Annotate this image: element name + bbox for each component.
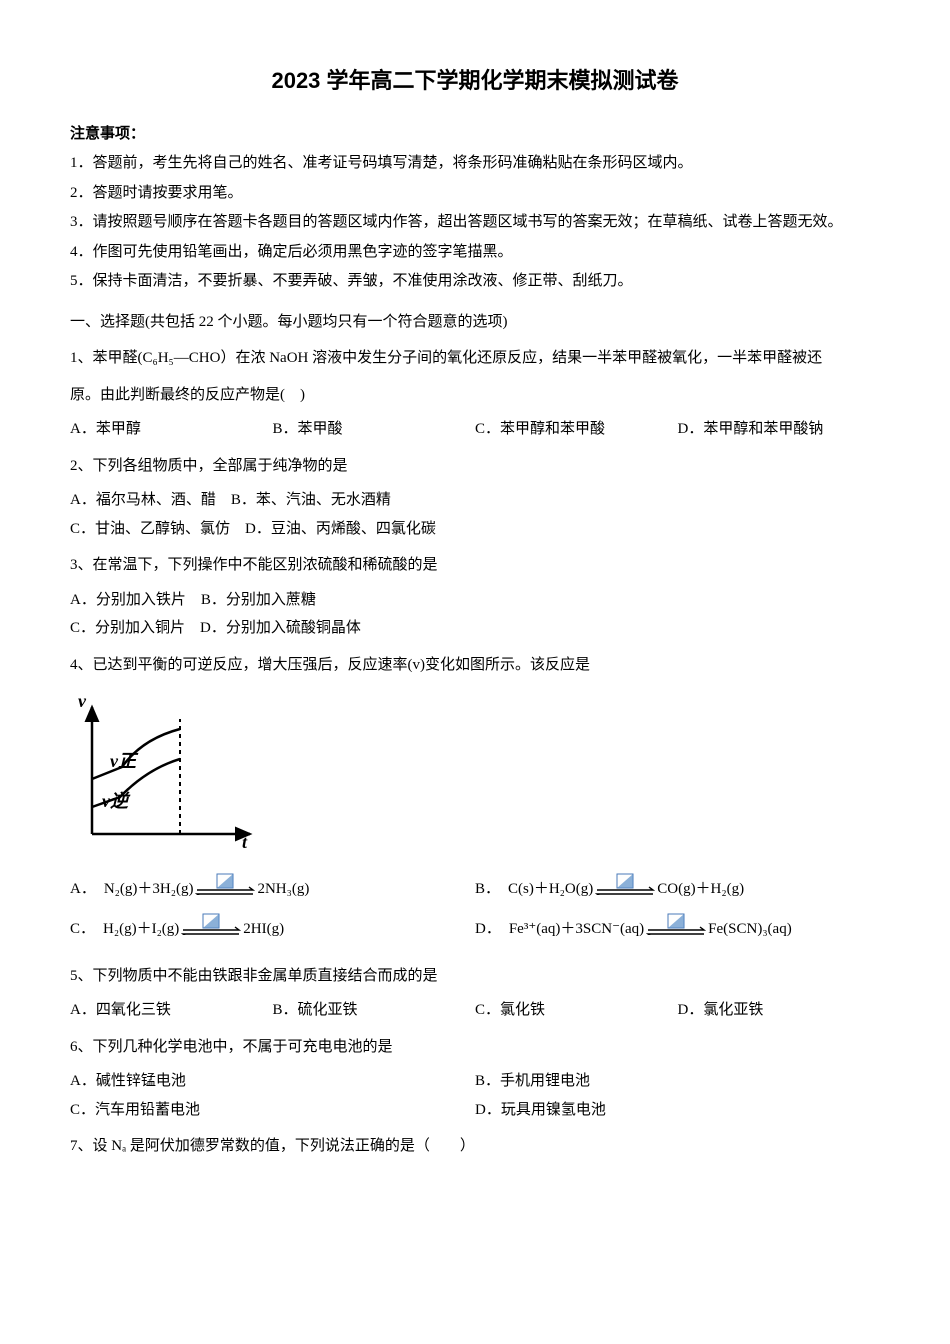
q3-option-a: A．分别加入铁片 (70, 592, 186, 608)
q4-c-right: 2HI(g) (243, 915, 284, 944)
question-1-options: A．苯甲醇 B．苯甲酸 C．苯甲醇和苯甲酸 D．苯甲醇和苯甲酸钠 (70, 415, 880, 444)
q4-b-right: CO(g)＋H₂(g) (657, 875, 744, 904)
q3-option-d: D．分别加入硫酸铜晶体 (200, 620, 361, 636)
question-2-text: 2、下列各组物质中，全部属于纯净物的是 (70, 452, 880, 481)
question-7: 7、设 Nₐ 是阿伏加德罗常数的值，下列说法正确的是（ ） (70, 1132, 880, 1161)
equilibrium-arrow-icon (646, 913, 706, 946)
q4-a-left: N₂(g)＋3H₂(g) (104, 875, 194, 904)
notice-item-5: 5．保持卡面清洁，不要折暴、不要弄破、弄皱，不准使用涂改液、修正带、刮纸刀。 (70, 267, 880, 296)
question-3-text: 3、在常温下，下列操作中不能区别浓硫酸和稀硫酸的是 (70, 551, 880, 580)
notice-section: 注意事项： 1．答题前，考生先将自己的姓名、准考证号码填写清楚，将条形码准确粘贴… (70, 120, 880, 296)
question-5-options: A．四氧化三铁 B．硫化亚铁 C．氯化铁 D．氯化亚铁 (70, 996, 880, 1025)
q3-option-b: B．分别加入蔗糖 (201, 592, 316, 608)
question-2: 2、下列各组物质中，全部属于纯净物的是 A．福尔马林、酒、醋 B．苯、汽油、无水… (70, 452, 880, 544)
svg-text:v逆: v逆 (102, 791, 131, 811)
q4-d-left: Fe³⁺(aq)＋3SCN⁻(aq) (509, 915, 644, 944)
q4-a-right: 2NH₃(g) (257, 875, 309, 904)
notice-item-4: 4．作图可先使用铅笔画出，确定后必须用黑色字迹的签字笔描黑。 (70, 238, 880, 267)
q4-a-label: A． (70, 875, 96, 904)
q6-option-c: C．汽车用铅蓄电池 (70, 1096, 475, 1125)
q2-option-c: C．甘油、乙醇钠、氯仿 (70, 521, 230, 537)
question-4-text: 4、已达到平衡的可逆反应，增大压强后，反应速率(v)变化如图所示。该反应是 (70, 651, 880, 680)
question-6-options: A．碱性锌锰电池 B．手机用锂电池 C．汽车用铅蓄电池 D．玩具用镍氢电池 (70, 1067, 880, 1124)
q5-option-d: D．氯化亚铁 (678, 996, 881, 1025)
q5-option-b: B．硫化亚铁 (273, 996, 476, 1025)
q4-figure: vtv正v逆 (70, 689, 880, 865)
q4-option-c: C． H₂(g)＋I₂(g) 2HI(g) (70, 913, 475, 946)
notice-item-1: 1．答题前，考生先将自己的姓名、准考证号码填写清楚，将条形码准确粘贴在条形码区域… (70, 149, 880, 178)
equilibrium-arrow-icon (195, 873, 255, 906)
q4-option-b: B． C(s)＋H₂O(g) CO(g)＋H₂(g) (475, 873, 880, 906)
question-4: 4、已达到平衡的可逆反应，增大压强后，反应速率(v)变化如图所示。该反应是 vt… (70, 651, 880, 954)
question-3: 3、在常温下，下列操作中不能区别浓硫酸和稀硫酸的是 A．分别加入铁片 B．分别加… (70, 551, 880, 643)
q5-option-c: C．氯化铁 (475, 996, 678, 1025)
q4-c-left: H₂(g)＋I₂(g) (103, 915, 179, 944)
equilibrium-arrow-icon (181, 913, 241, 946)
question-2-options: A．福尔马林、酒、醋 B．苯、汽油、无水酒精 C．甘油、乙醇钠、氯仿 D．豆油、… (70, 486, 880, 543)
svg-text:v: v (78, 691, 87, 711)
section-1-header: 一、选择题(共包括 22 个小题。每小题均只有一个符合题意的选项) (70, 308, 880, 337)
notice-header: 注意事项： (70, 120, 880, 149)
q4-d-right: Fe(SCN)₃(aq) (708, 915, 792, 944)
question-1: 1、苯甲醛(C₆H₅—CHO）在浓 NaOH 溶液中发生分子间的氧化还原反应，结… (70, 344, 880, 444)
question-4-options: A． N₂(g)＋3H₂(g) 2NH₃(g) B． C(s)＋H₂O(g) C… (70, 873, 880, 954)
q1-option-a: A．苯甲醇 (70, 415, 273, 444)
q4-b-label: B． (475, 875, 500, 904)
question-6-text: 6、下列几种化学电池中，不属于可充电电池的是 (70, 1033, 880, 1062)
svg-text:v正: v正 (110, 751, 139, 771)
question-3-options: A．分别加入铁片 B．分别加入蔗糖 C．分别加入铜片 D．分别加入硫酸铜晶体 (70, 586, 880, 643)
q4-option-d: D． Fe³⁺(aq)＋3SCN⁻(aq) Fe(SCN)₃(aq) (475, 913, 880, 946)
q2-option-d: D．豆油、丙烯酸、四氯化碳 (245, 521, 436, 537)
question-5-text: 5、下列物质中不能由铁跟非金属单质直接结合而成的是 (70, 962, 880, 991)
equilibrium-arrow-icon (595, 873, 655, 906)
q2-option-b: B．苯、汽油、无水酒精 (231, 492, 391, 508)
q1-option-d: D．苯甲醇和苯甲酸钠 (678, 415, 881, 444)
q5-option-a: A．四氧化三铁 (70, 996, 273, 1025)
q4-option-a: A． N₂(g)＋3H₂(g) 2NH₃(g) (70, 873, 475, 906)
notice-item-3: 3．请按照题号顺序在答题卡各题目的答题区域内作答，超出答题区域书写的答案无效；在… (70, 208, 880, 237)
q4-b-left: C(s)＋H₂O(g) (508, 875, 593, 904)
q1-option-c: C．苯甲醇和苯甲酸 (475, 415, 678, 444)
q4-d-label: D． (475, 915, 501, 944)
q6-option-b: B．手机用锂电池 (475, 1067, 880, 1096)
question-5: 5、下列物质中不能由铁跟非金属单质直接结合而成的是 A．四氧化三铁 B．硫化亚铁… (70, 962, 880, 1025)
page-title: 2023 学年高二下学期化学期末模拟测试卷 (70, 60, 880, 102)
q6-option-a: A．碱性锌锰电池 (70, 1067, 475, 1096)
q4-c-label: C． (70, 915, 95, 944)
question-1-line2: 原。由此判断最终的反应产物是( ) (70, 381, 880, 410)
question-1-line1: 1、苯甲醛(C₆H₅—CHO）在浓 NaOH 溶液中发生分子间的氧化还原反应，结… (70, 344, 880, 373)
q3-option-c: C．分别加入铜片 (70, 620, 185, 636)
q6-option-d: D．玩具用镍氢电池 (475, 1096, 880, 1125)
velocity-graph-icon: vtv正v逆 (70, 689, 265, 854)
question-7-text: 7、设 Nₐ 是阿伏加德罗常数的值，下列说法正确的是（ ） (70, 1132, 880, 1161)
q2-option-a: A．福尔马林、酒、醋 (70, 492, 216, 508)
question-6: 6、下列几种化学电池中，不属于可充电电池的是 A．碱性锌锰电池 B．手机用锂电池… (70, 1033, 880, 1125)
q1-option-b: B．苯甲酸 (273, 415, 476, 444)
notice-item-2: 2．答题时请按要求用笔。 (70, 179, 880, 208)
